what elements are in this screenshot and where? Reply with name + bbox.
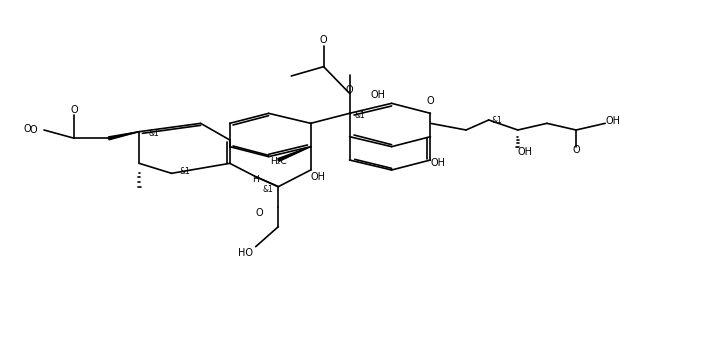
Text: O: O [70,105,78,115]
Text: O: O [572,145,580,155]
Text: OH: OH [371,90,386,100]
Text: O: O [23,124,31,134]
Text: O: O [30,125,38,135]
Text: O: O [320,35,328,45]
Text: O: O [346,85,353,95]
Text: &1: &1 [355,111,365,120]
Text: O: O [255,208,263,218]
Text: OH: OH [605,116,620,126]
Text: H₂C: H₂C [270,157,287,166]
Text: O: O [426,96,434,106]
Text: &1: &1 [492,116,503,125]
Polygon shape [278,147,310,161]
Polygon shape [108,132,139,140]
Text: OH: OH [431,158,446,168]
Text: &1: &1 [262,185,273,194]
Text: OH: OH [310,172,325,182]
Text: H: H [252,175,259,184]
Text: HO: HO [239,248,253,258]
Text: &1: &1 [149,129,159,138]
Text: &1: &1 [180,167,191,176]
Text: OH: OH [518,147,533,157]
